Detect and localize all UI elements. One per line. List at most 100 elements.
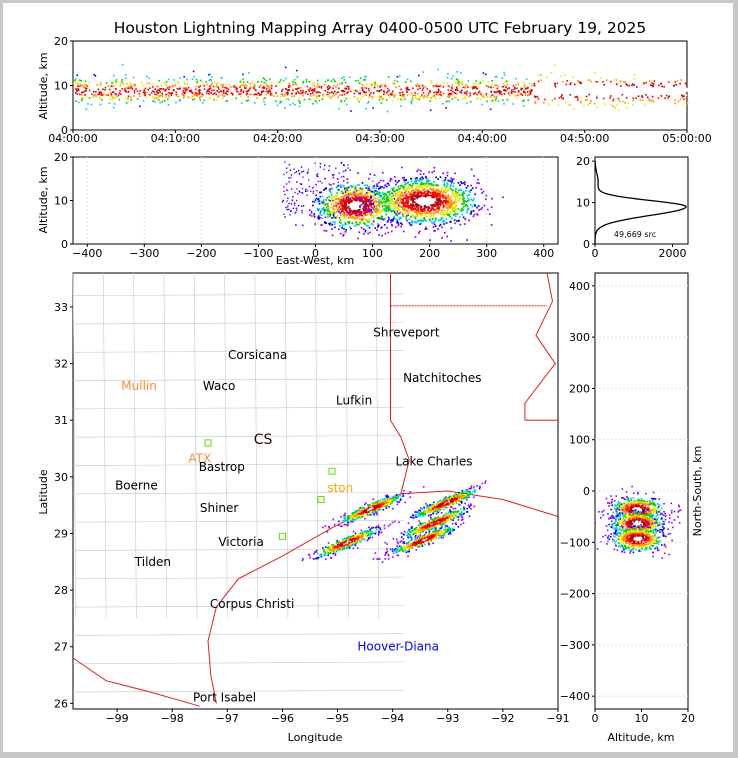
time-height-source (199, 91, 201, 94)
time-height-source (85, 108, 88, 110)
time-height-source (154, 101, 156, 103)
plan-view-source (399, 498, 402, 500)
time-height-source (155, 93, 158, 96)
plan-view-source (386, 543, 388, 545)
time-height-source (199, 99, 202, 101)
east-west-source (352, 192, 355, 195)
east-west-source (396, 181, 399, 184)
east-west-source (431, 191, 434, 194)
east-west-source (289, 169, 292, 171)
time-height-source (531, 89, 533, 91)
east-west-source (448, 214, 450, 217)
east-west-source (341, 176, 343, 178)
east-west-source (398, 192, 400, 194)
east-west-source (435, 176, 437, 179)
time-height-source (220, 90, 223, 93)
east-west-source (414, 216, 417, 219)
east-west-source (456, 193, 458, 195)
east-west-source (419, 197, 421, 199)
east-west-source (345, 187, 348, 190)
time-height-source (143, 89, 145, 92)
time-height-source (490, 86, 492, 89)
time-height-source (115, 78, 118, 81)
time-height-source (625, 89, 627, 92)
east-west-source (343, 214, 345, 216)
east-west-source (329, 214, 332, 216)
time-height-source (495, 97, 497, 100)
east-west-source (357, 193, 360, 195)
plan-view-source (370, 507, 373, 510)
east-west-source (397, 204, 400, 207)
east-west-source (370, 208, 373, 211)
county-line (72, 491, 404, 495)
plan-view-source (349, 516, 351, 519)
time-height-source (380, 97, 383, 99)
time-height-source (240, 90, 242, 93)
east-west-source (349, 197, 352, 200)
east-west-source (431, 194, 433, 197)
time-height-source (386, 110, 389, 113)
time-height-source (85, 87, 88, 90)
time-height-source (144, 87, 147, 90)
time-height-source (231, 98, 233, 101)
east-west-source (395, 200, 398, 202)
time-height-source (645, 94, 647, 96)
east-west-source (402, 230, 405, 233)
time-height-source (629, 86, 631, 89)
time-height-source (485, 85, 487, 87)
east-west-source (398, 218, 401, 221)
time-height-source (380, 95, 383, 98)
time-height-source (210, 92, 212, 94)
time-height-source (606, 87, 609, 89)
time-height-source (329, 86, 331, 88)
east-west-source (324, 203, 327, 205)
time-height-source (548, 86, 551, 89)
time-height-source (483, 96, 486, 99)
east-west-source (327, 202, 330, 204)
time-height-source (632, 88, 634, 90)
east-west-source (391, 195, 393, 198)
east-west-source (338, 172, 340, 174)
east-west-source (370, 197, 372, 199)
time-height-source (75, 82, 77, 85)
east-west-source (459, 223, 462, 226)
east-west-source (456, 200, 459, 202)
east-west-source (331, 210, 334, 212)
plan-view-source (369, 506, 372, 509)
time-height-source (603, 91, 605, 93)
east-west-source (448, 202, 451, 204)
time-height-source (540, 74, 542, 76)
east-west-source (337, 181, 339, 184)
plan-view-source (326, 531, 329, 533)
time-height-source (130, 86, 133, 88)
east-west-source (304, 190, 307, 192)
time-height-source (675, 87, 677, 90)
plan-view-source (376, 510, 379, 512)
plan-view-source (427, 522, 429, 524)
time-height-source (426, 96, 429, 99)
east-west-source (382, 196, 385, 199)
time-height-source (346, 103, 348, 106)
east-west-source (337, 189, 339, 192)
time-height-source (415, 84, 417, 86)
east-west-ylabel: Altitude, km (37, 166, 50, 233)
time-height-source (414, 92, 416, 94)
time-height-source (590, 80, 592, 83)
time-height-source (398, 85, 400, 88)
east-west-source (319, 211, 322, 213)
east-west-source (398, 212, 400, 215)
plan-view-source (356, 515, 359, 517)
east-west-source (383, 186, 385, 189)
east-west-source (473, 198, 475, 200)
time-height-source (614, 90, 616, 93)
east-west-source (424, 187, 427, 189)
time-height-source (521, 94, 524, 96)
time-height-source (587, 79, 590, 81)
plan-view-source (374, 501, 376, 504)
time-height-source (472, 87, 474, 90)
east-west-source (377, 211, 379, 214)
east-west-source (350, 202, 353, 205)
plan-view-source (379, 504, 381, 507)
time-height-source (100, 94, 103, 96)
time-height-source (260, 93, 262, 96)
